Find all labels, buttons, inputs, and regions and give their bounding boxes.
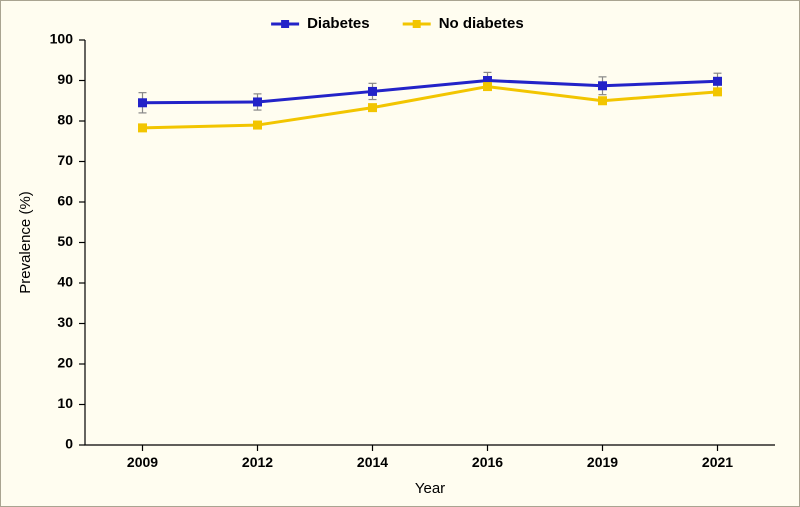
x-tick-label: 2016: [472, 454, 503, 470]
y-tick-label: 90: [57, 71, 73, 87]
y-tick-label: 0: [65, 436, 73, 452]
y-tick-label: 30: [57, 314, 73, 330]
x-axis-title: Year: [415, 480, 445, 497]
x-tick-label: 2009: [127, 454, 158, 470]
y-tick-label: 80: [57, 112, 73, 128]
x-tick-label: 2019: [587, 454, 618, 470]
y-tick-label: 70: [57, 152, 73, 168]
series-marker: [139, 99, 147, 107]
y-tick-label: 100: [50, 31, 74, 47]
series-marker: [369, 104, 377, 112]
prevalence-line-chart: 0 10 20 30 40 50 60 70 80 90 100 2009 2012 2014 2016 20…: [0, 0, 800, 507]
series-marker: [714, 77, 722, 85]
legend-label: No diabetes: [439, 15, 524, 32]
series-marker: [254, 98, 262, 106]
y-axis-title: Prevalence (%): [17, 191, 34, 294]
x-tick-label: 2021: [702, 454, 733, 470]
x-tick-label: 2014: [357, 454, 388, 470]
y-tick-label: 10: [57, 395, 73, 411]
series-marker: [369, 87, 377, 95]
chart-container: 0 10 20 30 40 50 60 70 80 90 100 2009 2012 2014 2016 20…: [0, 0, 800, 507]
series-marker: [484, 83, 492, 91]
x-tick-label: 2012: [242, 454, 273, 470]
y-tick-label: 60: [57, 193, 73, 209]
legend-label: Diabetes: [307, 15, 370, 32]
chart-border: [1, 1, 800, 507]
y-tick-label: 50: [57, 233, 73, 249]
series-marker: [599, 82, 607, 90]
y-tick-label: 40: [57, 274, 73, 290]
series-marker: [254, 121, 262, 129]
y-tick-label: 20: [57, 355, 73, 371]
series-marker: [714, 88, 722, 96]
series-marker: [139, 124, 147, 132]
series-marker: [599, 97, 607, 105]
